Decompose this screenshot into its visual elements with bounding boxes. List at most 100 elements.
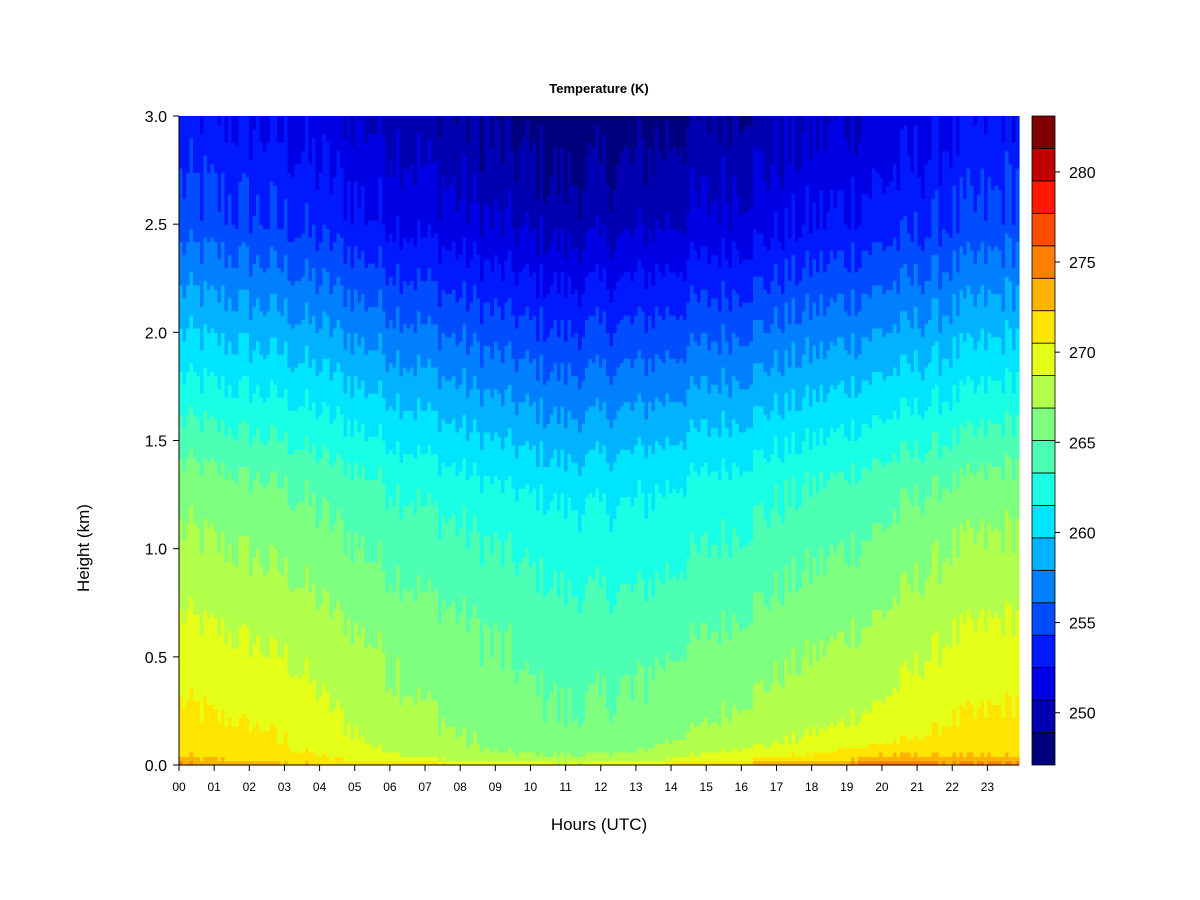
- heatmap-cell: [371, 760, 376, 766]
- heatmap-cell: [266, 730, 271, 762]
- heatmap-cell: [301, 150, 306, 234]
- heatmap-cell: [364, 648, 369, 744]
- heatmap-cell: [515, 457, 520, 502]
- heatmap-cell: [816, 271, 821, 316]
- heatmap-cell: [907, 752, 912, 762]
- heatmap-cell: [413, 514, 418, 602]
- heatmap-cell: [214, 172, 219, 243]
- heatmap-cell: [347, 180, 352, 247]
- heatmap-cell: [980, 116, 985, 169]
- heatmap-cell: [350, 353, 355, 398]
- heatmap-cell: [690, 375, 695, 420]
- heatmap-cell: [455, 535, 460, 623]
- heatmap-cell: [364, 440, 369, 481]
- heatmap-cell: [207, 462, 212, 528]
- heatmap-cell: [452, 116, 457, 178]
- heatmap-cell: [914, 652, 919, 736]
- heatmap-cell: [364, 353, 369, 398]
- heatmap-cell: [634, 674, 639, 753]
- heatmap-cell: [298, 405, 303, 450]
- x-tick-label: 05: [348, 780, 362, 794]
- heatmap-cell: [574, 116, 579, 186]
- heatmap-cell: [893, 752, 898, 762]
- heatmap-cell: [917, 674, 922, 740]
- heatmap-cell: [756, 682, 761, 744]
- heatmap-cell: [326, 271, 331, 316]
- heatmap-cell: [956, 756, 961, 766]
- heatmap-cell: [777, 743, 782, 757]
- heatmap-cell: [802, 397, 807, 442]
- heatmap-cell: [354, 418, 359, 463]
- heatmap-cell: [823, 488, 828, 576]
- heatmap-cell: [784, 656, 789, 736]
- heatmap-cell: [504, 302, 509, 346]
- heatmap-cell: [900, 734, 905, 753]
- heatmap-cell: [595, 116, 600, 126]
- heatmap-cell: [679, 570, 684, 658]
- heatmap-cell: [322, 682, 327, 753]
- heatmap-cell: [417, 267, 422, 312]
- heatmap-cell: [665, 652, 670, 740]
- heatmap-cell: [966, 518, 971, 610]
- heatmap-cell: [914, 306, 919, 351]
- heatmap-cell: [812, 302, 817, 346]
- heatmap-cell: [508, 475, 513, 532]
- heatmap-cell: [963, 116, 968, 199]
- heatmap-cell: [840, 293, 845, 338]
- heatmap-cell: [872, 414, 877, 459]
- heatmap-cell: [945, 150, 950, 234]
- heatmap-cell: [504, 540, 509, 632]
- heatmap-cell: [287, 747, 292, 766]
- heatmap-cell: [588, 752, 593, 762]
- heatmap-cell: [616, 591, 621, 697]
- heatmap-cell: [949, 167, 954, 238]
- heatmap-cell: [767, 293, 772, 333]
- heatmap-cell: [322, 752, 327, 766]
- heatmap-cell: [259, 565, 264, 654]
- heatmap-cell: [637, 392, 642, 437]
- heatmap-cell: [665, 120, 670, 212]
- y-tick-label: 1.0: [145, 542, 167, 559]
- heatmap-cell: [417, 133, 422, 221]
- heatmap-cell: [714, 297, 719, 342]
- heatmap-cell: [406, 328, 411, 372]
- heatmap-cell: [627, 146, 632, 230]
- heatmap-cell: [385, 241, 390, 286]
- heatmap-cell: [1001, 267, 1006, 312]
- heatmap-cell: [574, 596, 579, 719]
- heatmap-cell: [434, 159, 439, 234]
- heatmap-cell: [886, 116, 891, 186]
- heatmap-cell: [697, 302, 702, 346]
- heatmap-cell: [795, 509, 800, 593]
- heatmap-cell: [907, 583, 912, 671]
- heatmap-cell: [700, 176, 705, 247]
- heatmap-cell: [833, 345, 838, 390]
- heatmap-cell: [774, 436, 779, 485]
- heatmap-cell: [777, 116, 782, 178]
- heatmap-cell: [525, 483, 530, 550]
- heatmap-cell: [949, 410, 954, 450]
- heatmap-cell: [1005, 509, 1010, 602]
- heatmap-cell: [361, 336, 366, 381]
- heatmap-cell: [189, 760, 194, 766]
- heatmap-cell: [308, 237, 313, 282]
- heatmap-cell: [448, 518, 453, 606]
- heatmap-cell: [354, 726, 359, 762]
- heatmap-cell: [385, 453, 390, 511]
- heatmap-cell: [644, 704, 649, 753]
- heatmap-cell: [287, 587, 292, 675]
- heatmap-cell: [417, 116, 422, 134]
- colorbar-band: [1031, 440, 1056, 474]
- heatmap-cell: [427, 756, 432, 762]
- heatmap-cell: [567, 578, 572, 688]
- heatmap-cell: [511, 150, 516, 230]
- heatmap-cell: [452, 514, 457, 602]
- heatmap-cell: [840, 250, 845, 294]
- heatmap-cell: [812, 760, 817, 766]
- heatmap-cell: [399, 418, 404, 463]
- heatmap-cell: [266, 440, 271, 485]
- heatmap-cell: [949, 237, 954, 282]
- heatmap-cell: [917, 116, 922, 178]
- heatmap-cell: [539, 752, 544, 762]
- heatmap-cell: [231, 141, 236, 225]
